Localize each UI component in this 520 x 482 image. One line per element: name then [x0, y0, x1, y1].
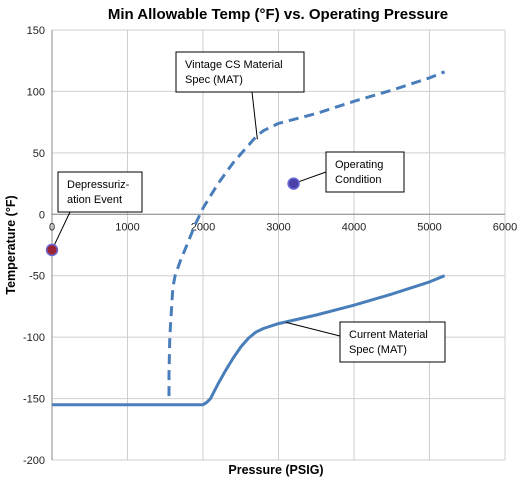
- callout-leader: [251, 91, 258, 140]
- callout: Vintage CS Material Spec (MAT): [175, 51, 305, 140]
- operating-point: [287, 177, 300, 190]
- depressurization-point: [45, 243, 59, 257]
- callout: Current Material Spec (MAT): [285, 321, 446, 363]
- callouts: Vintage CS Material Spec (MAT) Operating Co…: [51, 51, 446, 363]
- callout-text: Current Material: [349, 329, 428, 341]
- x-tick-label: 6000: [493, 221, 517, 233]
- callout-leader: [285, 321, 341, 337]
- callout-box: [57, 171, 143, 213]
- callout-text: Spec (MAT): [349, 344, 407, 356]
- callout-text: ation Event: [67, 194, 122, 206]
- callout-text: Condition: [335, 174, 381, 186]
- y-tick-label: 150: [27, 25, 45, 37]
- x-tick-label: 3000: [266, 221, 290, 233]
- x-tick-label: 0: [49, 221, 55, 233]
- vintage-spec-line: [167, 70, 446, 397]
- x-axis-title: Pressure (PSIG): [228, 463, 323, 477]
- tick-labels: 0 1000 2000 3000 4000 5000 6000150100500-50-10…: [23, 25, 517, 467]
- current-spec-line: [52, 274, 446, 407]
- callout: Operating Condition: [293, 151, 405, 193]
- callout-text: Vintage CS Material: [185, 59, 283, 71]
- y-tick-label: -200: [23, 455, 45, 467]
- y-axis-title: Temperature (°F): [4, 195, 18, 294]
- x-tick-label: 5000: [417, 221, 441, 233]
- y-tick-label: -100: [23, 332, 45, 344]
- series-lines: [52, 70, 446, 407]
- y-tick-label: -50: [29, 271, 45, 283]
- callout-leader: [51, 211, 71, 251]
- x-tick-label: 4000: [342, 221, 366, 233]
- callout-box: [339, 321, 446, 363]
- callout: Depressuriz-ation Event: [51, 171, 143, 251]
- callout-text: Operating: [335, 159, 383, 171]
- callout-text: Depressuriz-: [67, 179, 130, 191]
- y-tick-label: 100: [27, 86, 45, 98]
- callout-box: [325, 151, 405, 193]
- y-tick-label: 0: [39, 209, 45, 221]
- y-tick-label: 50: [33, 148, 45, 160]
- callout-text: Spec (MAT): [185, 74, 243, 86]
- callout-box: [175, 51, 305, 93]
- x-tick-label: 1000: [115, 221, 139, 233]
- y-tick-label: -150: [23, 394, 45, 406]
- data-points: [45, 177, 300, 257]
- chart-title: Min Allowable Temp (°F) vs. Operating Pr…: [108, 6, 448, 23]
- gridlines: [51, 29, 506, 461]
